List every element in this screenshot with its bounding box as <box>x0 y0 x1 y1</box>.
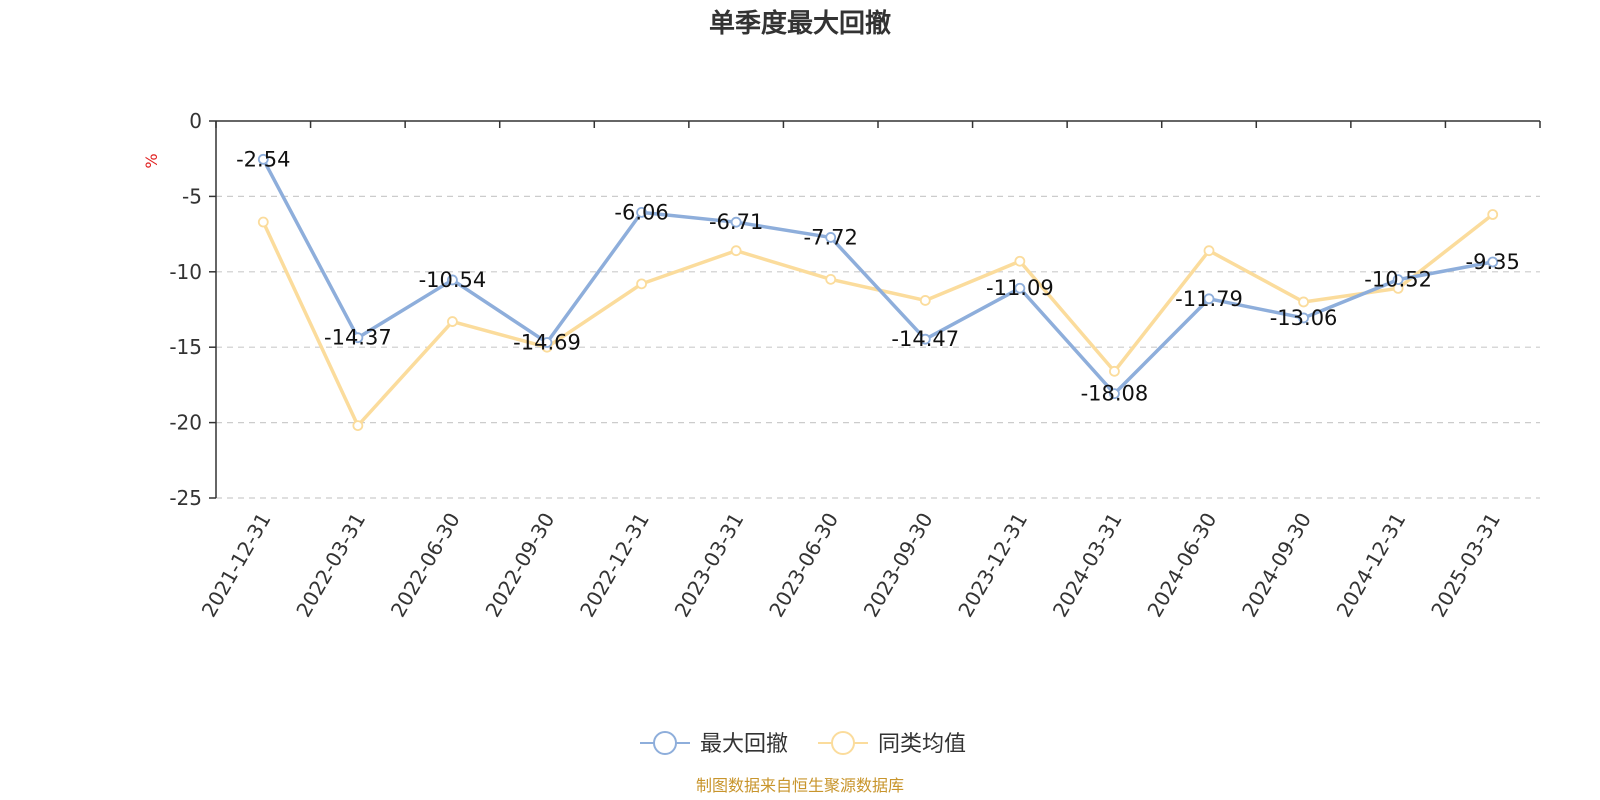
data-point-1 <box>447 274 458 286</box>
data-point-1 <box>1203 293 1215 305</box>
legend-swatch-marker <box>831 731 855 755</box>
data-point-2 <box>1487 209 1499 220</box>
data-point-2 <box>1203 245 1215 257</box>
x-tick-label: 2023-12-31 <box>953 509 1032 622</box>
data-label: -6.06 <box>614 200 668 224</box>
y-tick-label: -15 <box>169 335 202 359</box>
data-point-2 <box>1298 296 1309 308</box>
grid-lines <box>216 195 1540 499</box>
legend-swatch-marker <box>653 731 677 755</box>
x-tick-label: 2024-09-30 <box>1237 509 1316 622</box>
x-tick-label: 2021-12-31 <box>197 509 276 622</box>
legend-label: 同类均值 <box>878 732 966 757</box>
x-tick-label: 2022-03-31 <box>291 509 370 622</box>
data-point-1 <box>1487 256 1499 268</box>
x-tick-label: 2023-03-31 <box>670 509 749 622</box>
data-label: -9.35 <box>1466 250 1520 274</box>
data-point-1 <box>541 337 553 348</box>
data-point-1 <box>352 332 364 344</box>
data-point-1 <box>636 206 647 218</box>
source-note: 制图数据来自恒生聚源数据库 <box>696 776 904 795</box>
data-label: -2.54 <box>236 147 290 171</box>
legend: 最大回撤 同类均值 <box>640 731 966 757</box>
series-lines <box>257 153 1499 432</box>
data-label: -14.37 <box>324 326 392 350</box>
data-label: -10.54 <box>419 268 487 292</box>
y-tick-label: -5 <box>182 184 202 208</box>
data-label: -14.47 <box>891 327 959 351</box>
x-tick-label: 2023-06-30 <box>764 509 843 622</box>
data-label: -18.08 <box>1081 382 1149 406</box>
x-tick-label: 2024-12-31 <box>1332 509 1411 622</box>
data-point-2 <box>825 273 837 285</box>
data-label: -11.09 <box>986 276 1054 300</box>
data-point-2 <box>447 316 458 327</box>
data-point-2 <box>636 278 647 290</box>
legend-label: 最大回撤 <box>700 732 788 757</box>
data-label: -6.71 <box>709 210 763 234</box>
x-tick-label: 2023-09-30 <box>859 508 938 621</box>
data-point-2 <box>1109 365 1120 377</box>
data-point-2 <box>352 420 364 432</box>
chart-title: 单季度最大回撤 <box>709 8 891 39</box>
x-tick-label: 2025-03-31 <box>1426 509 1505 622</box>
x-tick-label: 2022-09-30 <box>480 509 559 622</box>
legend-item-2: 同类均值 <box>818 731 966 757</box>
y-tick-label: -10 <box>169 260 202 284</box>
data-point-1 <box>1014 282 1026 294</box>
data-point-1 <box>1109 388 1120 400</box>
data-point-1 <box>825 232 837 243</box>
x-tick-label: 2024-06-30 <box>1142 509 1221 622</box>
series-line-1 <box>261 157 1495 396</box>
data-label: -14.69 <box>513 331 581 355</box>
x-tick-label: 2024-03-31 <box>1048 509 1127 622</box>
x-tick-label: 2022-12-31 <box>575 509 654 622</box>
data-label: -10.52 <box>1364 268 1432 292</box>
y-axis-unit: % <box>142 153 161 168</box>
legend-item-1: 最大回撤 <box>640 731 788 757</box>
y-tick-label: -25 <box>169 486 202 510</box>
data-label: -11.79 <box>1175 287 1243 311</box>
data-point-2 <box>257 216 269 228</box>
y-tick-label: 0 <box>189 109 202 133</box>
data-labels: -2.54 -14.37 -10.54 -14.69 -6.06 -6.71 -7.72 -1… <box>236 147 1520 405</box>
data-point-2 <box>730 245 742 257</box>
y-tick-label: -20 <box>169 411 202 435</box>
data-point-1 <box>257 153 269 165</box>
x-tick-label: 2022-06-30 <box>386 509 465 622</box>
data-point-1 <box>919 333 931 345</box>
data-point-1 <box>1298 312 1309 324</box>
data-point-1 <box>1392 274 1404 286</box>
data-point-1 <box>730 216 742 228</box>
data-label: -13.06 <box>1270 306 1338 330</box>
data-label: -7.72 <box>804 225 858 249</box>
data-point-2 <box>1014 255 1026 267</box>
data-point-2 <box>919 295 931 306</box>
